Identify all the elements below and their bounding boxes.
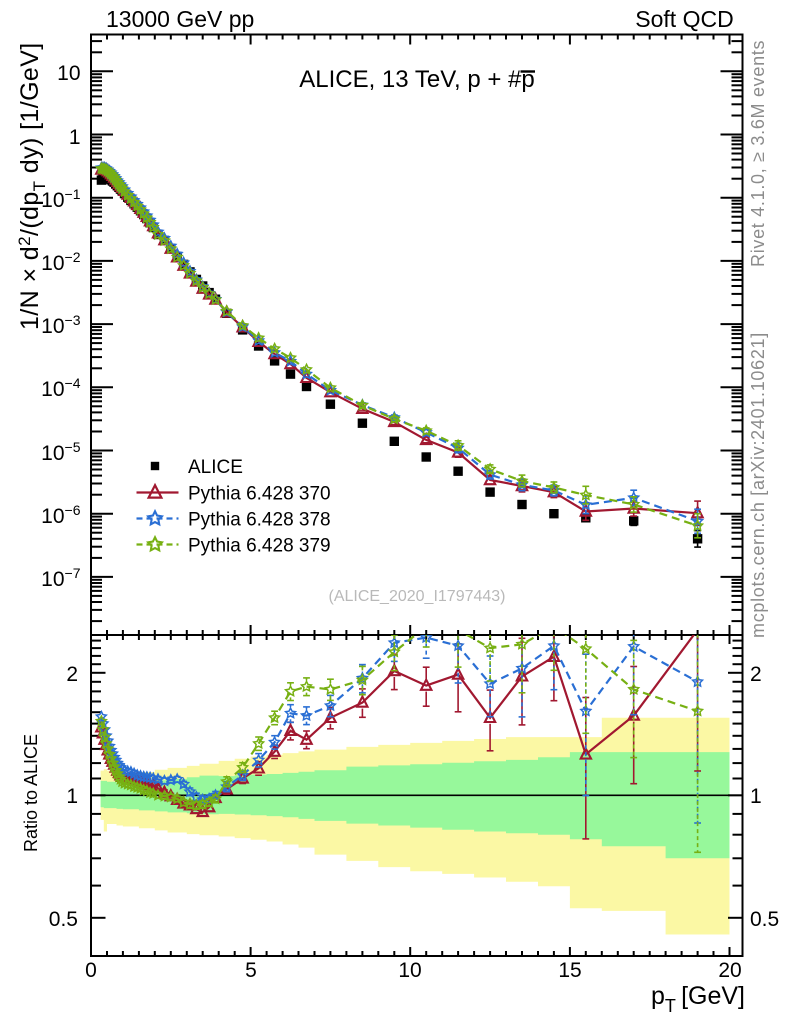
svg-text:Pythia 6.428 379: Pythia 6.428 379 (188, 536, 331, 557)
svg-text:Soft QCD: Soft QCD (635, 6, 733, 32)
svg-text:2: 2 (750, 663, 762, 686)
svg-text:13000 GeV pp: 13000 GeV pp (106, 6, 254, 32)
svg-text:2: 2 (66, 663, 78, 686)
svg-text:(ALICE_2020_I1797443): (ALICE_2020_I1797443) (328, 588, 505, 605)
svg-text:[GeV]: [GeV] (676, 982, 745, 1010)
svg-text:Pythia 6.428 370: Pythia 6.428 370 (188, 484, 331, 505)
svg-text:ALICE, 13 TeV, p + #p: ALICE, 13 TeV, p + #p (299, 66, 535, 93)
svg-text:0.5: 0.5 (49, 908, 78, 931)
svg-text:5: 5 (245, 959, 257, 982)
svg-text:0.5: 0.5 (750, 908, 779, 931)
svg-text:10: 10 (57, 62, 80, 85)
svg-text:ALICE: ALICE (188, 457, 243, 478)
svg-text:1: 1 (66, 785, 78, 808)
svg-text:Pythia 6.428 378: Pythia 6.428 378 (188, 510, 331, 531)
svg-text:15: 15 (558, 959, 581, 982)
svg-text:mcplots.cern.ch [arXiv:2401.10: mcplots.cern.ch [arXiv:2401.10621] (748, 332, 768, 638)
svg-text:Ratio to ALICE: Ratio to ALICE (21, 734, 41, 852)
svg-text:10: 10 (398, 959, 421, 982)
svg-text:0: 0 (85, 959, 97, 982)
svg-text:Rivet 4.1.0, ≥ 3.6M events: Rivet 4.1.0, ≥ 3.6M events (748, 40, 768, 267)
svg-text:20: 20 (718, 959, 741, 982)
svg-text:1: 1 (750, 785, 762, 808)
svg-text:1: 1 (69, 126, 81, 149)
